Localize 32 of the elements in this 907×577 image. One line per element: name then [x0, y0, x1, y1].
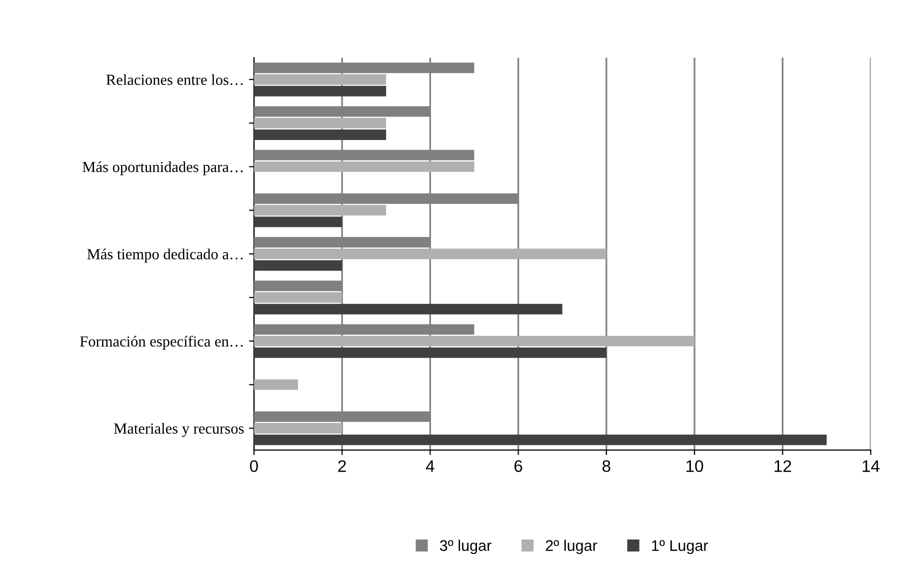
bar — [254, 129, 386, 140]
bar — [254, 423, 342, 434]
bar — [254, 86, 386, 96]
bar — [254, 292, 342, 303]
bar — [254, 336, 695, 346]
legend-label: 3º lugar — [440, 540, 492, 554]
y-tick-label: Formación específica en… — [80, 336, 243, 350]
bar — [254, 347, 606, 358]
bar — [254, 118, 386, 128]
y-tick-label: Más tiempo dedicado a… — [87, 248, 243, 262]
x-tick-label: 4 — [426, 460, 434, 472]
bar — [254, 260, 342, 271]
x-tick-label: 8 — [602, 460, 610, 472]
bar — [254, 161, 474, 172]
y-tick-label: Relaciones entre los… — [106, 74, 243, 86]
bar — [254, 205, 386, 216]
x-tick-label: 12 — [774, 460, 792, 472]
bar — [254, 379, 298, 390]
legend-label: 2º lugar — [546, 540, 598, 554]
x-tick-label: 14 — [862, 460, 880, 472]
y-tick-label: Materiales y recursos — [114, 422, 244, 437]
bar — [254, 248, 606, 260]
bar — [254, 74, 386, 85]
x-tick-label: 6 — [514, 460, 522, 472]
x-tick-label: 2 — [338, 460, 346, 472]
x-tick-label: 0 — [250, 460, 258, 472]
x-tick-label: 10 — [686, 460, 704, 472]
bar — [254, 216, 342, 228]
bar — [254, 434, 827, 446]
legend-label: 1º Lugar — [652, 540, 708, 554]
y-tick-label: Más oportunidades para… — [82, 161, 243, 176]
bar — [254, 304, 562, 314]
